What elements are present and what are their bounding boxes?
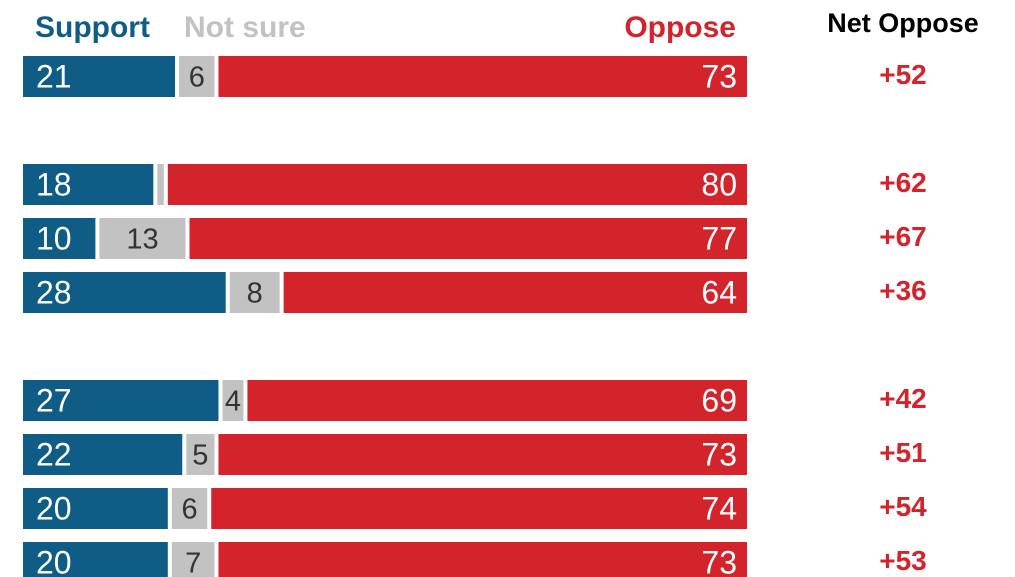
oppose-label: 74 xyxy=(701,491,737,527)
not-sure-bar xyxy=(99,218,186,259)
oppose-label: 73 xyxy=(701,545,737,577)
not-sure-label: 6 xyxy=(189,62,205,94)
header-support: Support xyxy=(35,11,150,44)
oppose-label: 69 xyxy=(701,383,737,419)
support-label: 18 xyxy=(36,167,72,203)
not-sure-label: 8 xyxy=(247,278,263,310)
support-bar xyxy=(23,164,154,205)
not-sure-bar xyxy=(186,434,215,475)
not-sure-label: 6 xyxy=(181,494,197,526)
oppose-bar xyxy=(218,56,748,97)
oppose-bar xyxy=(283,272,747,313)
oppose-bar xyxy=(218,434,748,475)
support-bar xyxy=(23,380,219,421)
not-sure-bar xyxy=(229,272,280,313)
support-label: 27 xyxy=(36,383,72,419)
net-oppose-value: +51 xyxy=(879,437,927,468)
not-sure-bar xyxy=(179,56,215,97)
oppose-label: 80 xyxy=(701,167,737,203)
oppose-bar xyxy=(167,164,748,205)
header-net-oppose: Net Oppose xyxy=(827,8,979,38)
oppose-bar xyxy=(247,380,747,421)
support-bar xyxy=(23,488,168,529)
not-sure-bar xyxy=(222,380,244,421)
not-sure-label: 7 xyxy=(185,548,201,577)
support-bar xyxy=(23,434,183,475)
net-oppose-value: +54 xyxy=(879,491,927,522)
support-bar xyxy=(23,542,168,577)
support-label: 21 xyxy=(36,59,72,95)
header-not-sure: Not sure xyxy=(184,11,306,44)
oppose-bar xyxy=(218,542,748,577)
support-bar xyxy=(23,56,176,97)
support-label: 22 xyxy=(36,437,72,473)
not-sure-label: 4 xyxy=(225,386,241,418)
not-sure-bar xyxy=(171,488,208,529)
not-sure-bar xyxy=(157,164,164,205)
support-label: 10 xyxy=(36,221,72,257)
not-sure-label: 5 xyxy=(192,440,208,472)
oppose-label: 64 xyxy=(701,275,737,311)
not-sure-label: 13 xyxy=(126,224,158,256)
oppose-bar xyxy=(189,218,747,259)
oppose-label: 73 xyxy=(701,437,737,473)
oppose-bar xyxy=(211,488,748,529)
net-oppose-value: +67 xyxy=(879,221,927,252)
bars-layer: 21 6 73 +52 18 80 +62 10 13 77 +67 28 8 64 +36 27 4 69 +42… xyxy=(23,56,927,577)
net-oppose-value: +52 xyxy=(879,59,927,90)
support-bar xyxy=(23,272,226,313)
net-oppose-value: +36 xyxy=(879,275,927,306)
support-label: 20 xyxy=(36,491,72,527)
net-oppose-value: +53 xyxy=(879,545,927,576)
net-oppose-value: +62 xyxy=(879,167,927,198)
not-sure-bar xyxy=(171,542,215,577)
net-oppose-value: +42 xyxy=(879,383,927,414)
header-oppose: Oppose xyxy=(624,11,736,44)
support-label: 20 xyxy=(36,545,72,577)
oppose-label: 77 xyxy=(701,221,737,257)
support-label: 28 xyxy=(36,275,72,311)
oppose-label: 73 xyxy=(701,59,737,95)
support-bar xyxy=(23,218,96,259)
